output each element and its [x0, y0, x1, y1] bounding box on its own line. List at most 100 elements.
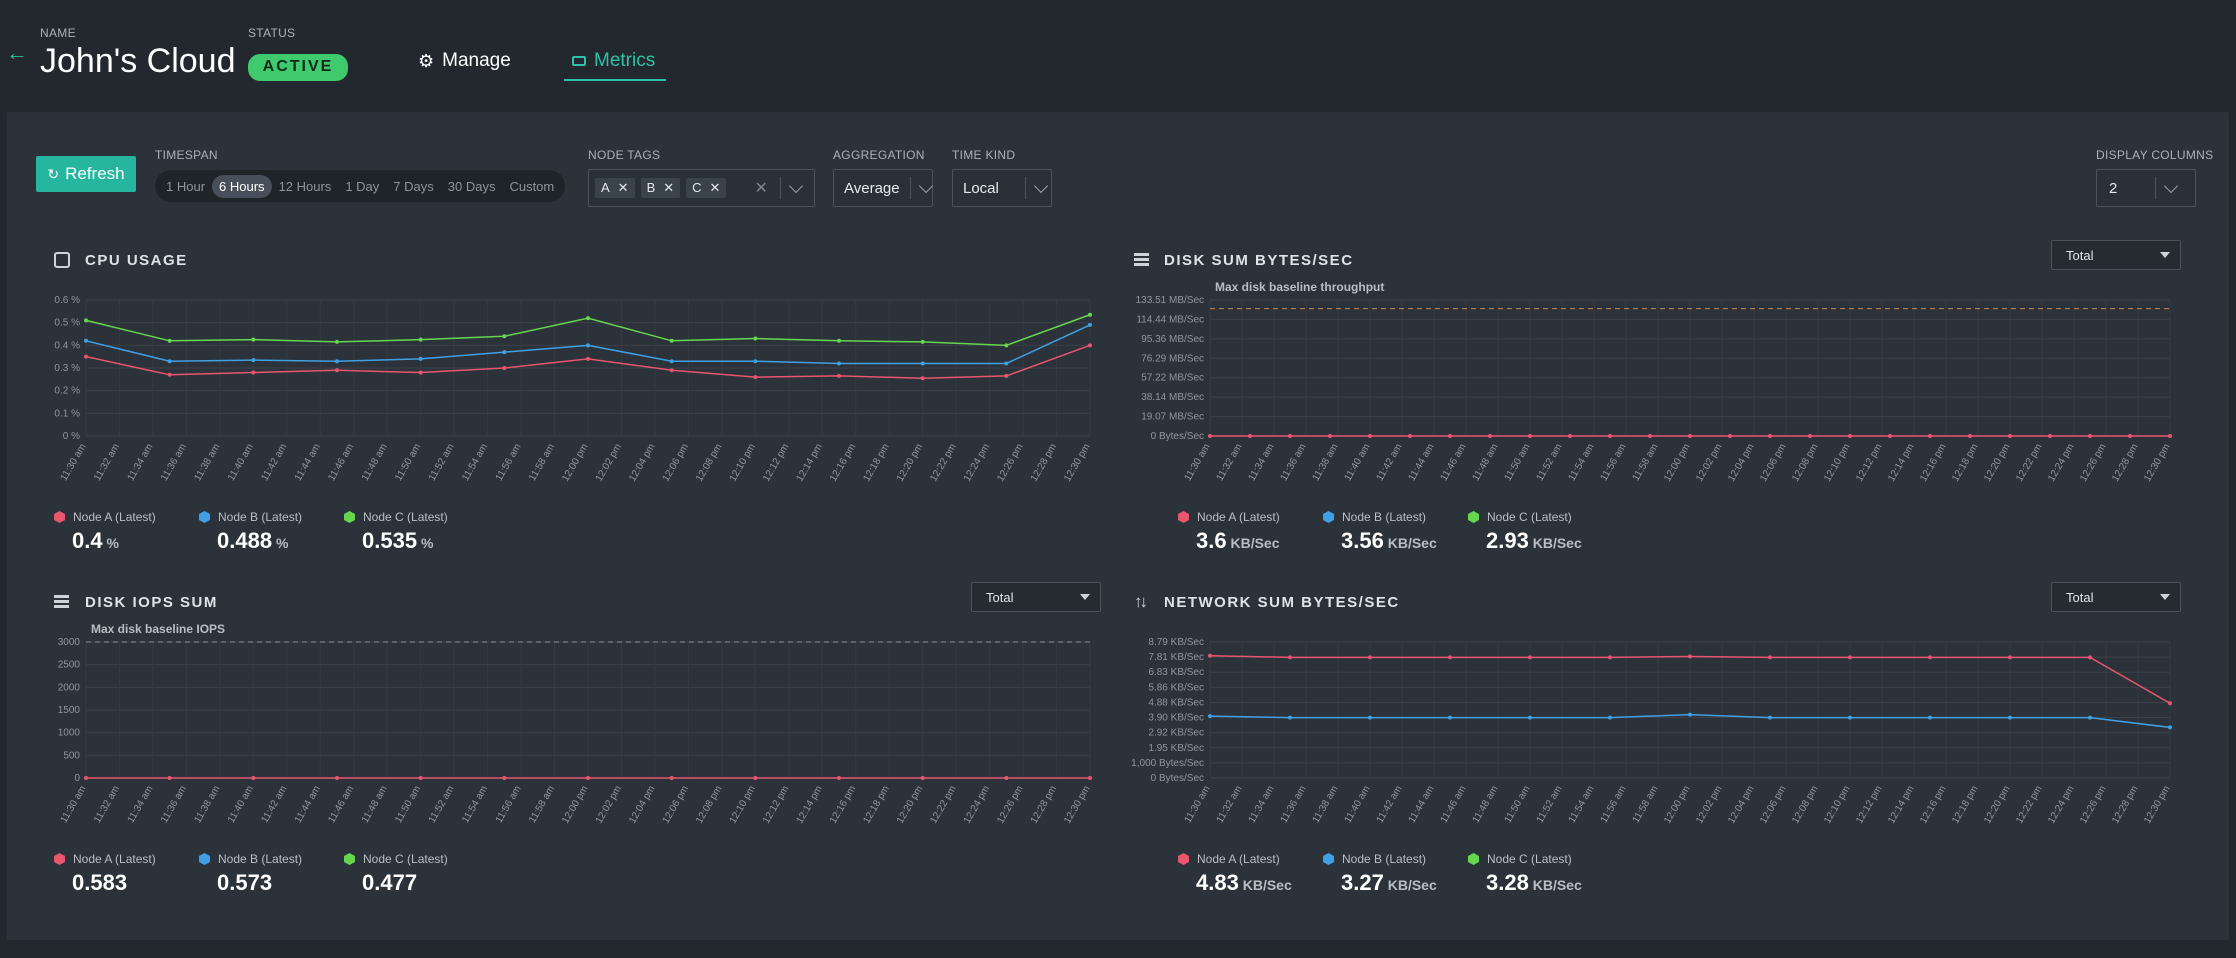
timespan-6-hours[interactable]: 6 Hours	[212, 174, 272, 198]
x-tick-label: 11:54 am	[460, 784, 490, 825]
data-point	[1928, 715, 1932, 720]
legend-item[interactable]: Node C (Latest)	[1468, 510, 1572, 524]
x-tick-label: 12:18 pm	[1950, 784, 1980, 826]
data-point	[1408, 434, 1412, 438]
dropdown-value: Total	[986, 589, 1014, 605]
latest-value: 0.535	[362, 528, 418, 553]
timespan-1-hour[interactable]: 1 Hour	[166, 178, 206, 194]
y-tick-label: 6.83 KB/Sec	[1148, 667, 1204, 678]
y-tick-label: 76.29 MB/Sec	[1141, 353, 1204, 364]
y-tick-label: 114.44 MB/Sec	[1136, 314, 1204, 325]
y-tick-label: 5.86 KB/Sec	[1148, 682, 1204, 693]
x-tick-label: 12:20 pm	[1982, 784, 2012, 826]
x-tick-label: 11:48 am	[360, 784, 390, 825]
legend-item[interactable]: Node A (Latest)	[1178, 852, 1280, 866]
data-point	[1368, 434, 1372, 438]
y-tick-label: 0.4 %	[54, 340, 80, 351]
legend-item[interactable]: Node C (Latest)	[1468, 852, 1572, 866]
time-kind-select[interactable]: Local	[952, 169, 1052, 207]
legend-item[interactable]: Node A (Latest)	[54, 510, 156, 524]
x-tick-label: 11:54 am	[1567, 784, 1597, 825]
data-point	[1208, 714, 1212, 719]
x-tick-label: 11:52 am	[427, 442, 457, 483]
value-unit: KB/Sec	[1226, 535, 1280, 551]
data-point	[669, 359, 674, 364]
node-tags-select[interactable]: A ✕ B ✕ C ✕ ✕	[588, 169, 815, 207]
disk-bytes-chart-title: DISK SUM BYTES/SEC	[1164, 252, 1354, 269]
remove-tag-icon[interactable]: ✕	[617, 180, 629, 195]
y-tick-label: 0 Bytes/Sec	[1151, 773, 1204, 784]
x-tick-label: 12:28 pm	[2110, 442, 2140, 484]
data-point	[1328, 434, 1332, 438]
data-point	[753, 375, 758, 380]
x-tick-label: 12:24 pm	[2046, 442, 2076, 484]
x-tick-label: 11:42 am	[259, 784, 289, 825]
disk-bytes-dropdown[interactable]: Total	[2051, 240, 2181, 270]
legend-item[interactable]: Node A (Latest)	[1178, 510, 1280, 524]
x-tick-label: 12:00 pm	[560, 784, 590, 826]
tab-manage[interactable]: ⚙ Manage	[418, 50, 511, 72]
network-dropdown[interactable]: Total	[2051, 582, 2181, 612]
legend-item[interactable]: Node B (Latest)	[199, 852, 302, 866]
y-tick-label: 1000	[58, 728, 81, 739]
legend-value: 3.6 KB/Sec	[1196, 528, 1280, 554]
disk-iops-dropdown[interactable]: Total	[971, 582, 1101, 612]
cpu-chart-title: CPU USAGE	[85, 252, 188, 269]
timespan-selector: 1 Hour 6 Hours 12 Hours 1 Day 7 Days 30 …	[155, 170, 566, 202]
x-tick-label: 12:24 pm	[2046, 784, 2076, 826]
legend-value: 3.28 KB/Sec	[1486, 870, 1582, 896]
metrics-icon	[572, 56, 586, 66]
x-tick-label: 11:52 am	[1535, 442, 1565, 483]
clear-icon[interactable]: ✕	[754, 180, 768, 197]
timespan-1-day[interactable]: 1 Day	[345, 178, 380, 194]
y-tick-label: 0	[74, 773, 80, 784]
data-point	[2048, 434, 2052, 438]
tag-chip: C ✕	[686, 178, 727, 198]
legend-item[interactable]: Node B (Latest)	[1323, 510, 1426, 524]
legend-item[interactable]: Node A (Latest)	[54, 852, 156, 866]
data-point	[1448, 715, 1452, 720]
aggregation-select[interactable]: Average	[833, 169, 933, 207]
y-tick-label: 4.88 KB/Sec	[1148, 697, 1204, 708]
tab-metrics[interactable]: Metrics	[572, 50, 655, 72]
legend-item[interactable]: Node B (Latest)	[199, 510, 302, 524]
x-tick-label: 11:34 am	[1247, 442, 1277, 483]
disk-iops-chart-title: DISK IOPS SUM	[85, 594, 218, 611]
x-tick-label: 12:14 pm	[1886, 784, 1916, 826]
x-tick-label: 12:14 pm	[794, 442, 824, 484]
x-tick-label: 12:28 pm	[2110, 784, 2140, 826]
back-arrow-icon[interactable]: ←	[6, 40, 28, 65]
remove-tag-icon[interactable]: ✕	[663, 180, 675, 195]
timespan-12-hours[interactable]: 12 Hours	[278, 178, 332, 194]
network-chart-title: NETWORK SUM BYTES/SEC	[1164, 594, 1400, 611]
y-tick-label: 7.81 KB/Sec	[1148, 652, 1204, 663]
divider	[909, 177, 911, 199]
remove-tag-icon[interactable]: ✕	[709, 180, 721, 195]
data-point	[335, 359, 339, 364]
data-point	[837, 776, 841, 780]
refresh-label: Refresh	[65, 164, 125, 183]
y-tick-label: 2.92 KB/Sec	[1148, 728, 1204, 739]
refresh-button[interactable]: ↻ Refresh	[36, 156, 136, 192]
latest-value: 3.27	[1341, 870, 1384, 895]
x-tick-label: 11:46 am	[1439, 784, 1469, 825]
legend-item[interactable]: Node C (Latest)	[344, 510, 448, 524]
x-tick-label: 11:44 am	[1407, 442, 1437, 483]
x-tick-label: 12:18 pm	[1950, 442, 1980, 484]
value-unit: KB/Sec	[1528, 535, 1582, 551]
legend-label: Node C (Latest)	[363, 852, 448, 866]
data-point	[1088, 343, 1092, 348]
page-title: John's Cloud	[40, 42, 236, 80]
x-tick-label: 12:26 pm	[995, 442, 1025, 484]
timespan-custom[interactable]: Custom	[509, 178, 555, 194]
legend-value: 0.583	[72, 870, 127, 896]
timespan-30-days[interactable]: 30 Days	[447, 178, 496, 194]
display-columns-select[interactable]: 2	[2096, 169, 2196, 207]
legend-value: 4.83 KB/Sec	[1196, 870, 1292, 896]
legend-item[interactable]: Node B (Latest)	[1323, 852, 1426, 866]
timespan-7-days[interactable]: 7 Days	[393, 178, 434, 194]
data-point	[1848, 715, 1852, 720]
x-tick-label: 12:20 pm	[895, 784, 925, 826]
x-tick-label: 11:58 am	[1631, 442, 1661, 483]
legend-item[interactable]: Node C (Latest)	[344, 852, 448, 866]
